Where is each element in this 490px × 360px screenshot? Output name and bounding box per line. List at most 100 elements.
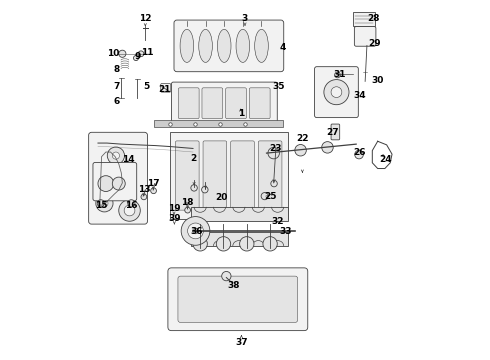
Bar — [170, 132, 288, 220]
Text: 23: 23 — [270, 144, 282, 153]
Bar — [153, 121, 283, 127]
Circle shape — [96, 195, 113, 212]
FancyBboxPatch shape — [202, 88, 223, 119]
Circle shape — [295, 144, 306, 156]
Text: 2: 2 — [190, 154, 196, 163]
Text: 5: 5 — [143, 82, 149, 91]
Circle shape — [188, 223, 203, 239]
Text: 21: 21 — [158, 85, 171, 94]
FancyBboxPatch shape — [258, 141, 282, 210]
Circle shape — [322, 141, 333, 153]
Circle shape — [271, 180, 277, 187]
Text: 12: 12 — [139, 14, 151, 23]
FancyBboxPatch shape — [354, 27, 376, 46]
Circle shape — [151, 188, 156, 194]
FancyBboxPatch shape — [178, 276, 298, 322]
Text: 37: 37 — [235, 338, 248, 347]
Circle shape — [263, 237, 277, 251]
Circle shape — [181, 217, 210, 245]
Text: 30: 30 — [371, 76, 384, 85]
Circle shape — [128, 200, 135, 207]
Text: 3: 3 — [242, 14, 248, 23]
Text: 22: 22 — [296, 134, 309, 143]
Text: 15: 15 — [95, 201, 107, 210]
Circle shape — [193, 228, 198, 234]
Circle shape — [119, 50, 126, 57]
Bar — [191, 207, 288, 221]
FancyBboxPatch shape — [225, 88, 246, 119]
FancyBboxPatch shape — [172, 82, 277, 125]
Circle shape — [216, 237, 231, 251]
Text: 11: 11 — [141, 48, 153, 57]
Text: 4: 4 — [279, 43, 286, 52]
Circle shape — [124, 205, 135, 216]
Circle shape — [268, 147, 279, 159]
Ellipse shape — [199, 30, 212, 62]
FancyBboxPatch shape — [231, 141, 254, 210]
Circle shape — [112, 177, 125, 190]
Circle shape — [141, 194, 147, 200]
Circle shape — [107, 147, 124, 164]
FancyBboxPatch shape — [203, 141, 227, 210]
Circle shape — [261, 193, 269, 200]
Text: 29: 29 — [368, 39, 381, 48]
Text: 36: 36 — [190, 228, 203, 237]
Text: 16: 16 — [125, 201, 138, 210]
Text: 19: 19 — [168, 204, 180, 213]
Circle shape — [119, 200, 140, 221]
Text: 17: 17 — [147, 179, 160, 188]
Text: 20: 20 — [215, 193, 227, 202]
Text: 14: 14 — [122, 155, 135, 164]
Text: 31: 31 — [334, 71, 346, 80]
Text: 32: 32 — [271, 217, 284, 226]
Circle shape — [201, 186, 208, 193]
FancyBboxPatch shape — [315, 67, 358, 118]
Text: 10: 10 — [107, 49, 120, 58]
Text: 39: 39 — [168, 213, 181, 222]
Circle shape — [191, 185, 197, 191]
Circle shape — [133, 55, 139, 60]
Circle shape — [138, 51, 144, 57]
Circle shape — [185, 207, 191, 213]
Text: 28: 28 — [367, 14, 379, 23]
Circle shape — [331, 87, 342, 98]
Text: 35: 35 — [272, 82, 285, 91]
Circle shape — [98, 176, 114, 192]
Ellipse shape — [255, 30, 269, 62]
Text: 1: 1 — [238, 109, 244, 118]
FancyBboxPatch shape — [161, 84, 171, 92]
Ellipse shape — [236, 30, 250, 62]
Text: 9: 9 — [134, 53, 141, 62]
Circle shape — [355, 150, 364, 159]
Text: 6: 6 — [114, 96, 120, 105]
FancyBboxPatch shape — [178, 88, 199, 119]
Circle shape — [221, 271, 231, 281]
FancyBboxPatch shape — [175, 141, 199, 210]
Text: 25: 25 — [264, 192, 276, 201]
Text: 24: 24 — [379, 155, 392, 164]
FancyBboxPatch shape — [331, 124, 340, 140]
Text: 18: 18 — [181, 198, 194, 207]
Bar — [191, 231, 288, 246]
FancyBboxPatch shape — [93, 162, 137, 201]
Circle shape — [324, 80, 349, 105]
Circle shape — [193, 237, 207, 251]
Text: 8: 8 — [114, 65, 120, 74]
FancyBboxPatch shape — [89, 132, 147, 224]
Text: 13: 13 — [138, 185, 150, 194]
Text: 7: 7 — [114, 82, 120, 91]
Text: 27: 27 — [326, 128, 339, 137]
Circle shape — [97, 200, 104, 207]
Circle shape — [112, 152, 120, 159]
FancyBboxPatch shape — [249, 88, 270, 119]
Ellipse shape — [180, 30, 194, 62]
Text: 38: 38 — [227, 281, 240, 290]
Ellipse shape — [218, 30, 231, 62]
Text: 26: 26 — [353, 148, 365, 157]
Bar — [353, 12, 375, 26]
Circle shape — [335, 72, 341, 78]
FancyBboxPatch shape — [174, 20, 284, 72]
Circle shape — [101, 200, 108, 207]
Text: 33: 33 — [280, 227, 292, 236]
Circle shape — [240, 237, 254, 251]
